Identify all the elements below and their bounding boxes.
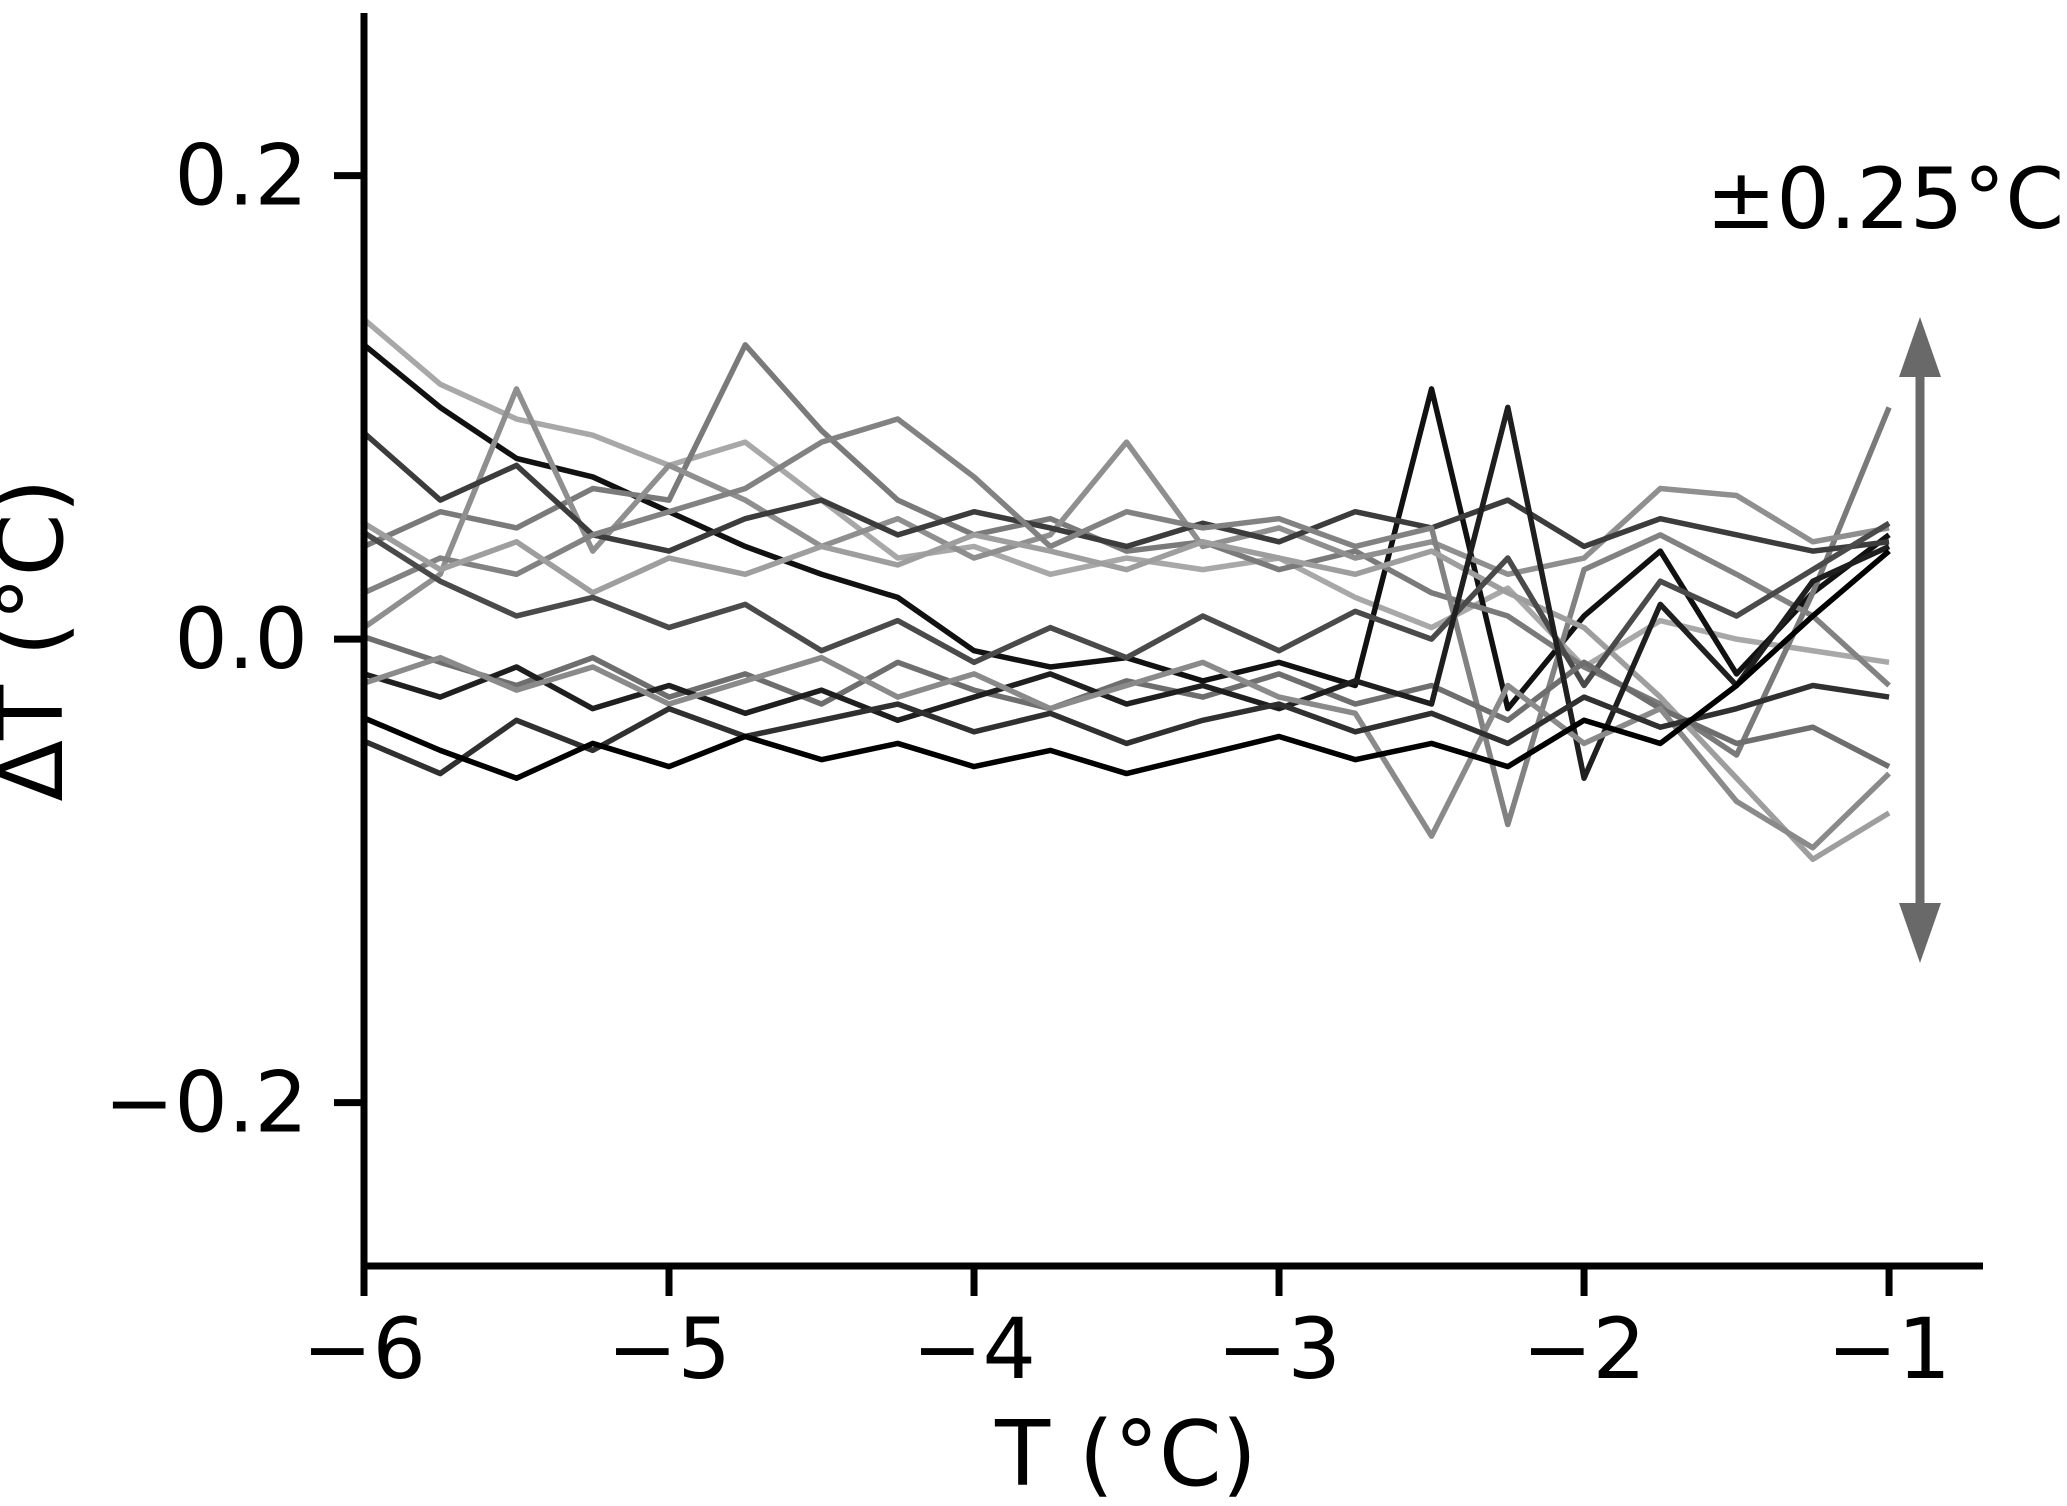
series-line-run-06 (362, 416, 1891, 828)
accuracy-annotation: ±0.25°C (1706, 150, 2064, 248)
series-line-run-08 (362, 520, 1891, 689)
arrow-head-down (1899, 903, 1941, 963)
x-tick-label: −1 (1827, 1300, 1951, 1398)
series-line-run-04 (362, 386, 1890, 630)
accuracy-range-arrow-icon (1899, 317, 1941, 963)
x-tick-label: −6 (302, 1300, 426, 1398)
series-line-run-10 (363, 404, 1891, 781)
y-tick-label: −0.2 (104, 1054, 308, 1152)
x-tick-label: −4 (912, 1300, 1036, 1398)
x-tick-label: −3 (1217, 1300, 1341, 1398)
series-line-run-05 (362, 430, 1890, 554)
x-tick-label: −5 (607, 1300, 731, 1398)
y-tick-label: 0.2 (174, 127, 308, 225)
arrow-head-up (1899, 317, 1941, 377)
series-line-run-11 (363, 654, 1891, 851)
y-tick-label: 0.0 (174, 590, 308, 688)
x-axis-label: T (°C) (994, 1402, 1257, 1506)
x-tick-label: −2 (1522, 1300, 1646, 1398)
series-lines (362, 317, 1892, 863)
series-line-run-02 (362, 342, 1891, 712)
series-line-run-01 (362, 317, 1890, 670)
series-line-run-07 (362, 520, 1891, 863)
series-line-run-13 (362, 548, 1891, 781)
y-axis-label: ΔT (°C) (0, 478, 84, 801)
series-line-run-09 (363, 634, 1891, 770)
axes: −6 −5 −4 −3 −2 −1 0.2 0.0 −0.2 (104, 13, 1983, 1398)
series-line-run-12 (362, 682, 1890, 777)
